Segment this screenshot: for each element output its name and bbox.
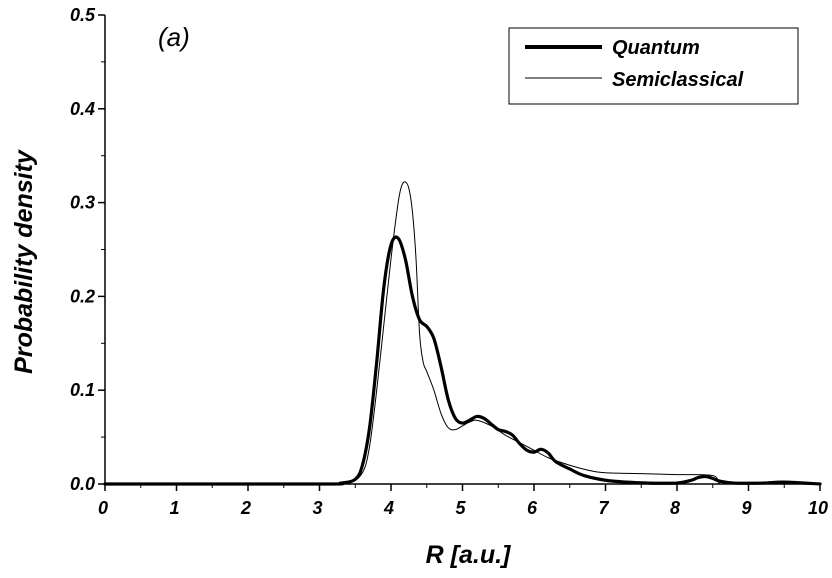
axes-group: 0 1 2 3 4 5 6 7 8 9 10 0.0 0.1 0.2 0.3 0.4 0.5 [70,5,828,518]
y-tick-label: 0.4 [70,99,95,119]
series-layer [103,181,822,486]
y-axis-title: Probability density [10,149,38,374]
legend-label-quantum: Quantum [612,37,700,59]
legend-label-semiclassical: Semiclassical [612,69,744,91]
legend: Quantum Semiclassical [508,27,799,105]
y-tick-label: 0.5 [70,5,96,25]
series-line-semiclassical [104,181,821,485]
x-tick-label: 0 [98,498,108,518]
x-tick-label: 6 [527,498,538,518]
y-tick-label: 0.3 [70,193,95,213]
x-tick-label: 2 [240,498,251,518]
x-axis-title: R [a.u.] [426,541,512,569]
y-tick-label: 0.2 [70,286,95,306]
x-tick-label: 7 [598,498,609,518]
panel-label: (a) [158,22,190,52]
x-tick-label: 5 [455,498,466,518]
x-tick-label: 10 [808,498,828,518]
legend-box [508,27,799,105]
y-tick-label: 0.1 [70,380,95,400]
x-tick-label: 4 [383,498,394,518]
y-tick-label: 0.0 [70,474,95,494]
series-line-quantum [103,235,822,486]
x-tick-label: 3 [312,498,322,518]
x-tick-label: 1 [169,498,179,518]
x-tick-label: 8 [670,498,680,518]
x-tick-label: 9 [741,498,751,518]
